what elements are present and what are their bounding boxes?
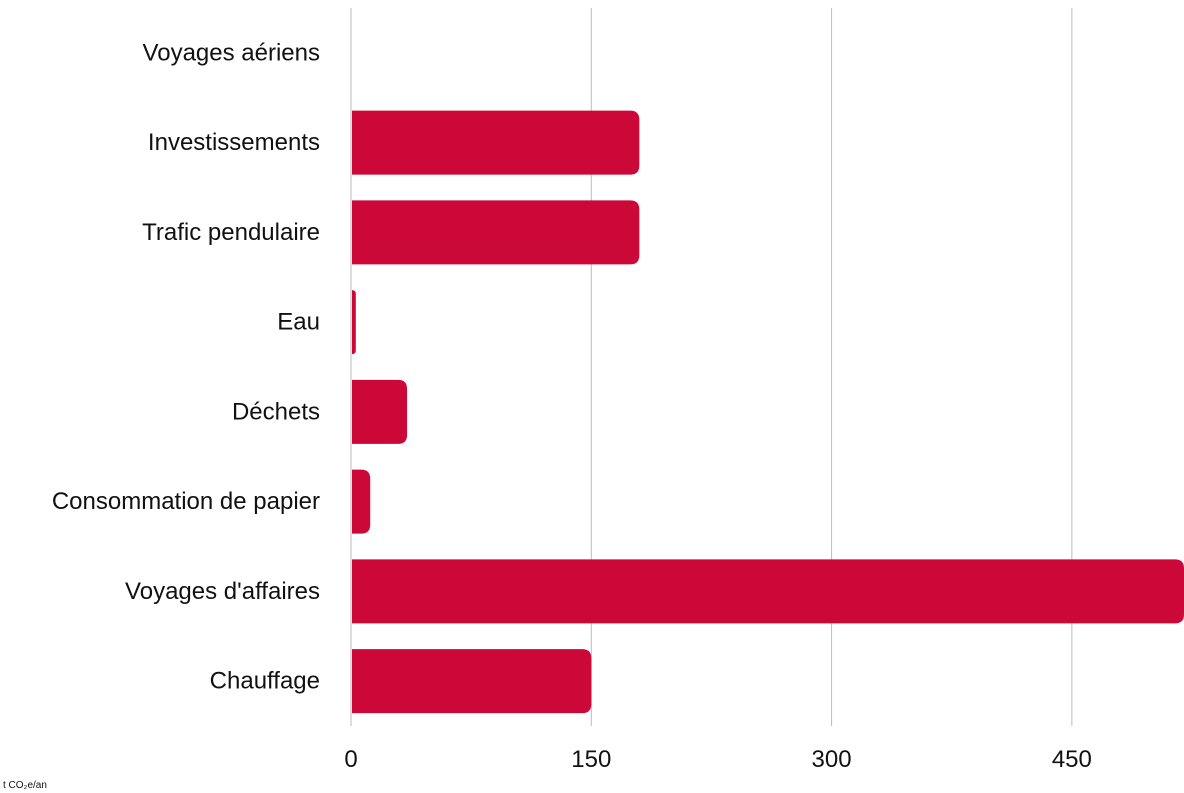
category-label-1: Investissements [148, 129, 320, 156]
category-label-7: Chauffage [210, 668, 320, 695]
x-tick-label-0: 0 [344, 746, 357, 773]
bar-7 [352, 649, 592, 714]
bar-1 [352, 110, 640, 175]
bar-6 [352, 559, 1184, 624]
category-label-3: Eau [277, 309, 320, 336]
x-tick-label-3: 450 [1052, 746, 1092, 773]
bars [352, 110, 1184, 714]
category-label-2: Trafic pendulaire [142, 219, 320, 246]
category-labels: Voyages aériens Investissements Trafic pen… [52, 39, 320, 694]
bar-5 [352, 469, 371, 534]
category-label-5: Consommation de papier [52, 488, 320, 515]
category-label-0: Voyages aériens [143, 39, 320, 66]
category-label-6: Voyages d'affaires [125, 578, 320, 605]
x-tick-label-1: 150 [571, 746, 611, 773]
x-tick-label-2: 300 [812, 746, 852, 773]
category-label-4: Déchets [232, 398, 320, 425]
bar-2 [352, 200, 640, 265]
unit-label: t CO₂e/an [3, 780, 47, 791]
bar-4 [352, 379, 408, 444]
bar-3 [352, 290, 356, 355]
x-tick-labels: 0 150 300 450 [344, 746, 1092, 773]
